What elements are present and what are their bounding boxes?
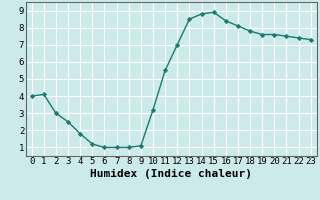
X-axis label: Humidex (Indice chaleur): Humidex (Indice chaleur) (90, 169, 252, 179)
